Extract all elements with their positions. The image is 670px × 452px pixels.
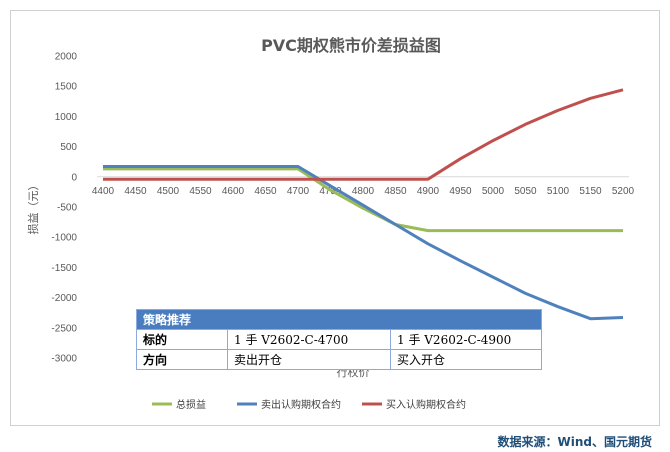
underlying-leg2: 1 手 V2602-C-4900 xyxy=(390,329,542,350)
x-tick-label: 4500 xyxy=(157,186,180,197)
x-tick-label: 4600 xyxy=(222,186,245,197)
y-tick-label: -1000 xyxy=(51,233,77,244)
y-tick-label: -2500 xyxy=(51,323,77,334)
underlying-label: 标的 xyxy=(136,329,228,350)
strategy-row-underlying: 标的 1 手 V2602-C-4700 1 手 V2602-C-4900 xyxy=(136,329,542,350)
x-tick-label: 4650 xyxy=(254,186,277,197)
x-tick-label: 5100 xyxy=(547,186,570,197)
legend-label-2: 买入认购期权合约 xyxy=(386,398,466,411)
strategy-header-row: 策略推荐 xyxy=(136,309,542,330)
x-tick-label: 4900 xyxy=(417,186,440,197)
x-tick-label: 4700 xyxy=(287,186,310,197)
strategy-row-direction: 方向 卖出开仓 买入开仓 xyxy=(136,349,542,370)
x-tick-label: 4950 xyxy=(449,186,472,197)
y-tick-label: -500 xyxy=(57,203,77,214)
y-axis-title: 损益（元） xyxy=(26,180,40,235)
data-source: 数据来源：Wind、国元期货 xyxy=(497,435,652,449)
x-tick-label: 4550 xyxy=(189,186,212,197)
x-tick-label: 5200 xyxy=(612,186,635,197)
direction-label: 方向 xyxy=(136,349,228,370)
y-tick-label: 1500 xyxy=(55,82,78,93)
chart-svg: PVC期权熊市价差损益图 2000150010005000-500-1000-1… xyxy=(26,36,635,411)
y-tick-label: -1500 xyxy=(51,263,77,274)
y-tick-label: 500 xyxy=(60,142,77,153)
x-tick-label: 5050 xyxy=(514,186,537,197)
y-tick-label: -2000 xyxy=(51,293,77,304)
x-tick-label: 4400 xyxy=(92,186,115,197)
x-tick-label: 4450 xyxy=(124,186,147,197)
y-tick-label: 0 xyxy=(71,172,77,183)
series-line-2 xyxy=(103,88,624,181)
x-tick-label: 5000 xyxy=(482,186,505,197)
y-tick-label: 1000 xyxy=(55,112,78,123)
strategy-table: 策略推荐 标的 1 手 V2602-C-4700 1 手 V2602-C-490… xyxy=(136,309,542,370)
x-tick-label: 5150 xyxy=(579,186,602,197)
x-tick-label: 4800 xyxy=(352,186,375,197)
direction-leg2: 买入开仓 xyxy=(390,349,542,370)
x-tick-label: 4850 xyxy=(384,186,407,197)
chart-title: PVC期权熊市价差损益图 xyxy=(261,36,441,55)
chart-frame: PVC期权熊市价差损益图 2000 1500 1000 500 0 -500 -1000 -1… xyxy=(10,10,660,426)
direction-leg1: 卖出开仓 xyxy=(227,349,391,370)
legend-label-1: 卖出认购期权合约 xyxy=(261,398,341,411)
legend-label-0: 总损益 xyxy=(176,398,206,411)
y-tick-label: 2000 xyxy=(55,52,78,63)
underlying-leg1: 1 手 V2602-C-4700 xyxy=(227,329,391,350)
y-tick-label: -3000 xyxy=(51,354,77,365)
series-line-0 xyxy=(103,167,623,233)
series-line-1 xyxy=(103,165,624,321)
strategy-title: 策略推荐 xyxy=(136,309,542,330)
